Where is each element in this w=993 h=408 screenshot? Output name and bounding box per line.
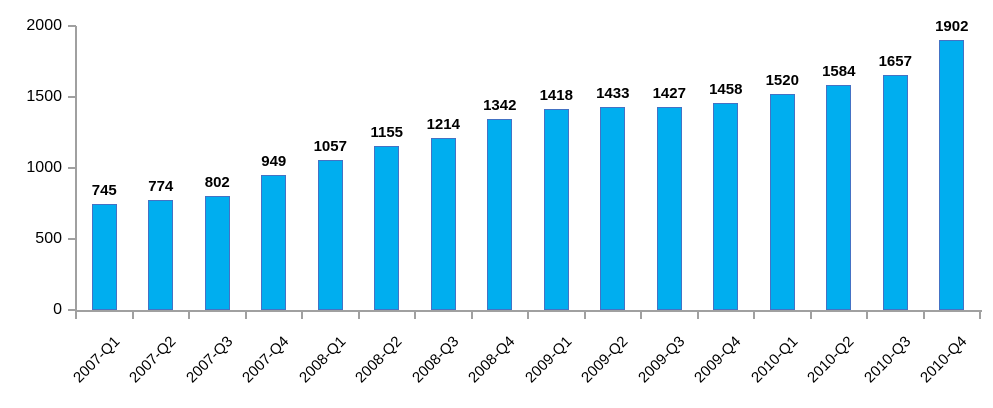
x-tick-label: 2010-Q4 — [917, 333, 971, 387]
bar — [148, 200, 174, 310]
x-tick-label: 2009-Q3 — [634, 333, 689, 387]
x-axis-tick — [244, 312, 247, 319]
bar-value-label: 1458 — [709, 81, 743, 98]
bar — [600, 107, 626, 310]
y-tick-label: 1000 — [26, 159, 62, 176]
x-axis-tick — [301, 312, 303, 319]
x-axis-tick — [414, 312, 416, 319]
y-axis-tick — [68, 96, 76, 98]
bar-value-label: 745 — [91, 182, 117, 199]
x-axis-tick — [979, 312, 981, 319]
x-tick-label: 2007-Q1 — [69, 333, 124, 387]
x-tick-label: 2008-Q4 — [465, 333, 519, 387]
bar-value-label: 949 — [261, 153, 287, 170]
bar-value-label: 1427 — [652, 85, 686, 102]
x-tick-label: 2007-Q2 — [126, 333, 180, 387]
x-tick-label: 2009-Q4 — [691, 333, 745, 387]
y-axis-tick — [68, 167, 76, 169]
bar — [317, 160, 343, 310]
x-tick-label: 2010-Q1 — [747, 333, 802, 387]
x-axis-tick — [809, 312, 812, 319]
bar — [204, 196, 230, 310]
bar — [713, 103, 739, 310]
x-axis-tick — [527, 312, 529, 319]
bar — [430, 138, 456, 310]
bar — [882, 75, 908, 310]
y-axis-tick — [68, 238, 76, 240]
x-axis-tick — [696, 312, 699, 319]
bar-value-label: 1155 — [370, 124, 404, 141]
x-axis-tick — [188, 312, 190, 319]
bar — [656, 107, 682, 310]
bar — [487, 119, 513, 310]
bar — [91, 204, 117, 310]
bar-value-label: 1902 — [935, 18, 969, 35]
x-axis-tick — [866, 312, 868, 319]
bar-value-label: 1657 — [878, 53, 912, 70]
bar — [543, 109, 569, 310]
bar-value-label: 1057 — [313, 138, 347, 155]
x-tick-label: 2008-Q3 — [408, 333, 463, 387]
bar-value-label: 1584 — [822, 63, 856, 80]
y-axis-line — [75, 26, 77, 312]
bar-value-label: 1433 — [596, 85, 630, 102]
x-axis-tick — [75, 312, 77, 319]
bar-value-label: 802 — [204, 174, 230, 191]
x-tick-label: 2008-Q1 — [295, 333, 350, 387]
x-tick-label: 2007-Q4 — [239, 333, 293, 387]
y-axis-tick — [68, 25, 76, 27]
y-tick-label: 1500 — [26, 88, 62, 105]
x-axis-tick — [470, 312, 473, 319]
bar — [374, 146, 400, 310]
bar — [261, 175, 287, 310]
x-axis-tick — [922, 312, 925, 319]
bar-value-label: 774 — [148, 178, 174, 195]
x-tick-label: 2010-Q3 — [860, 333, 915, 387]
x-axis-tick — [640, 312, 642, 319]
bar-value-label: 1520 — [765, 72, 799, 89]
bar — [769, 94, 795, 310]
x-axis-tick — [753, 312, 755, 319]
bar — [939, 40, 965, 310]
bar-value-label: 1214 — [426, 116, 460, 133]
x-axis-line — [75, 310, 982, 312]
y-tick-label: 500 — [35, 230, 62, 247]
x-tick-label: 2009-Q1 — [521, 333, 576, 387]
y-tick-label: 2000 — [26, 17, 62, 34]
x-axis-tick — [357, 312, 360, 319]
x-axis-tick — [583, 312, 586, 319]
bar — [826, 85, 852, 310]
bar-value-label: 1342 — [483, 97, 517, 114]
y-axis-tick — [68, 309, 76, 311]
x-tick-label: 2009-Q2 — [578, 333, 632, 387]
bar-value-label: 1418 — [539, 87, 573, 104]
x-tick-label: 2007-Q3 — [182, 333, 237, 387]
y-tick-label: 0 — [53, 301, 62, 318]
x-tick-label: 2010-Q2 — [804, 333, 858, 387]
x-axis-tick — [131, 312, 134, 319]
x-tick-label: 2008-Q2 — [352, 333, 406, 387]
